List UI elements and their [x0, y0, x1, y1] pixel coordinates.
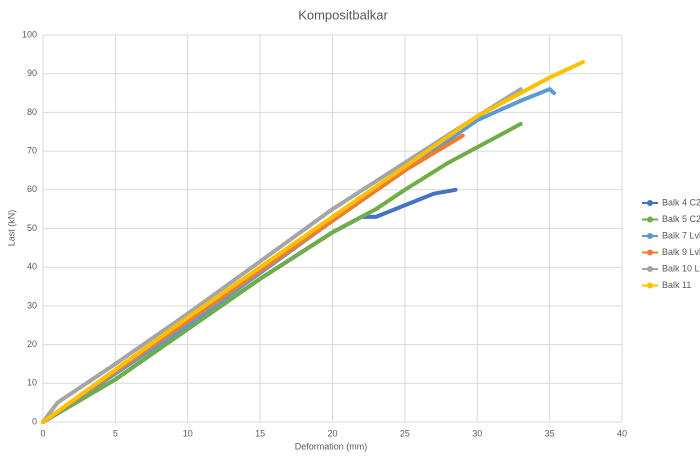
x-tick-label: 10	[183, 428, 193, 438]
legend-label: Balk 7 Lvl	[662, 230, 700, 240]
legend-label: Balk 4 C24	[662, 197, 700, 207]
legend-label: Balk 9 Lvl	[662, 247, 700, 257]
x-tick-label: 35	[545, 428, 555, 438]
y-tick-label: 20	[27, 339, 37, 349]
x-tick-label: 5	[113, 428, 118, 438]
legend-label: Balk 5 C24	[662, 214, 700, 224]
y-tick-label: 80	[27, 107, 37, 117]
y-tick-label: 90	[27, 68, 37, 78]
y-tick-label: 100	[22, 29, 37, 39]
series-line	[41, 133, 465, 424]
series-line	[41, 87, 556, 424]
legend-marker	[647, 249, 653, 256]
y-tick-label: 10	[27, 378, 37, 388]
legend-marker	[647, 216, 653, 223]
y-tick-label: 70	[27, 145, 37, 155]
y-tick-label: 40	[27, 262, 37, 272]
x-tick-label: 30	[472, 428, 482, 438]
legend-marker	[647, 200, 653, 206]
x-tick-label: 20	[327, 428, 337, 438]
legend-label: Balk 10 Lvl	[662, 263, 700, 273]
y-tick-label: 50	[27, 223, 37, 233]
x-tick-label: 0	[40, 428, 45, 438]
y-tick-label: 60	[27, 184, 37, 194]
x-tick-label: 15	[255, 428, 265, 438]
x-tick-label: 25	[400, 428, 410, 438]
x-axis-label: Deformation (mm)	[295, 441, 368, 451]
series-line	[41, 122, 523, 424]
y-tick-label: 0	[32, 416, 37, 426]
y-axis-label: Last (kN)	[6, 210, 16, 247]
legend-marker	[647, 282, 653, 289]
legend-marker	[647, 233, 653, 239]
y-tick-label: 30	[27, 300, 37, 310]
x-tick-label: 40	[617, 428, 627, 438]
legend-marker	[647, 266, 653, 272]
series-line	[41, 60, 585, 424]
legend-label: Balk 11	[662, 280, 691, 290]
chart-title: Kompositbalkar	[298, 7, 388, 22]
